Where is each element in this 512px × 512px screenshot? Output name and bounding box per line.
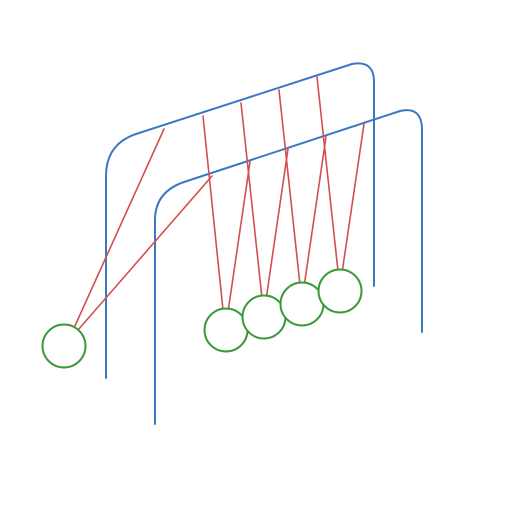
string-back-ball-2 <box>202 115 224 311</box>
string-front-ball-1 <box>77 175 213 331</box>
string-back-ball-4 <box>278 89 301 286</box>
string-back-ball-1 <box>73 128 165 329</box>
string-front-ball-2 <box>227 161 251 313</box>
frame <box>105 62 423 425</box>
ball-1-lifted <box>41 323 87 369</box>
string-back-ball-3 <box>240 102 263 299</box>
ball-3 <box>241 294 287 340</box>
ball-4 <box>279 281 325 327</box>
ball-5 <box>317 268 363 314</box>
balls <box>41 268 363 369</box>
ball-2 <box>203 307 249 353</box>
back-frame <box>105 62 375 379</box>
strings <box>73 76 365 331</box>
string-front-ball-4 <box>303 136 327 288</box>
string-front-ball-3 <box>265 148 289 301</box>
string-back-ball-5 <box>316 76 339 272</box>
string-front-ball-5 <box>341 123 365 274</box>
front-frame <box>154 109 423 425</box>
